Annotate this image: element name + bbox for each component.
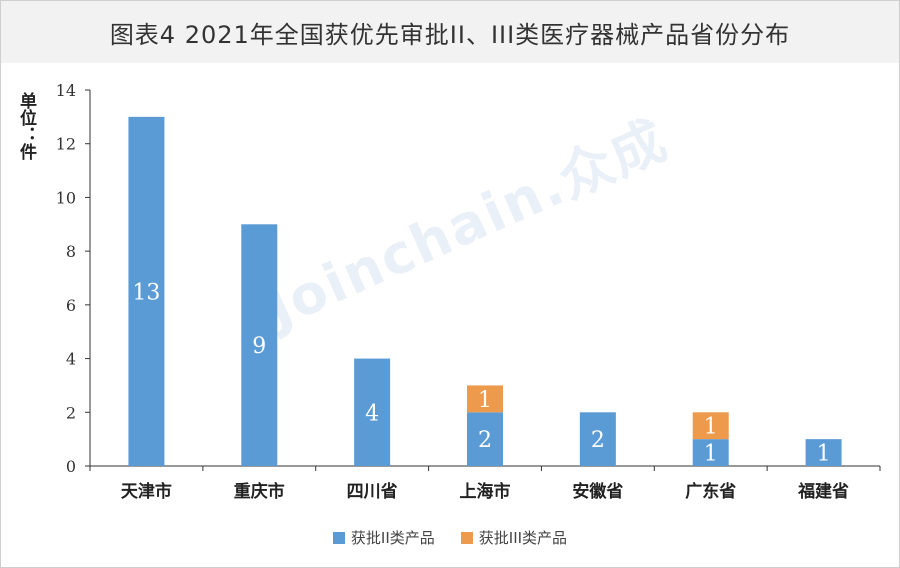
x-category-label: 上海市 [460,481,511,502]
chart-title: 图表4 2021年全国获优先审批II、III类医疗器械产品省份分布 [109,20,791,49]
data-label: 13 [132,280,160,305]
data-label: 9 [252,334,266,359]
bar-series-ii [692,439,729,466]
data-label: 1 [704,415,718,440]
data-label: 2 [591,428,605,453]
x-category-label: 四川省 [347,481,398,502]
y-tick-label: 0 [66,457,76,476]
y-tick-label: 6 [66,296,76,315]
data-label: 1 [817,442,831,467]
y-tick-label: 8 [66,242,76,261]
x-category-label: 安徽省 [572,481,623,502]
legend-swatch-series-iii [460,531,473,544]
y-tick-label: 14 [56,81,76,100]
bar-series-ii [805,439,842,466]
chart-legend: 获批II类产品 获批III类产品 [0,527,900,548]
data-label: 1 [704,442,718,467]
y-tick-label: 2 [66,403,76,422]
bar-series-iii [692,412,729,440]
legend-swatch-series-ii [332,531,345,544]
bar-series-ii [579,412,616,466]
y-axis-unit-label: 单位：件 [16,92,36,160]
x-category-label: 广东省 [685,481,736,502]
y-tick-label: 10 [56,188,76,207]
data-label: 2 [478,428,492,453]
y-tick-label: 12 [56,135,76,154]
x-category-label: 重庆市 [234,481,285,502]
x-category-label: 福建省 [797,481,849,502]
bar-series-ii [128,116,165,466]
data-label: 4 [365,401,379,426]
legend-label-series-ii: 获批II类产品 [350,529,435,547]
bar-series-ii [241,224,278,466]
bar-series-ii [354,358,391,466]
legend-item-series-ii: 获批II类产品 [332,527,435,548]
x-category-label: 天津市 [121,481,172,502]
chart-title-bar: 图表4 2021年全国获优先审批II、III类医疗器械产品省份分布 [1,1,899,63]
y-tick-label: 4 [66,350,76,369]
legend-item-series-iii: 获批III类产品 [460,527,568,548]
legend-label-series-iii: 获批III类产品 [478,529,568,547]
data-label: 1 [478,388,492,413]
bar-series-ii [467,412,503,466]
bar-series-iii [467,385,503,413]
